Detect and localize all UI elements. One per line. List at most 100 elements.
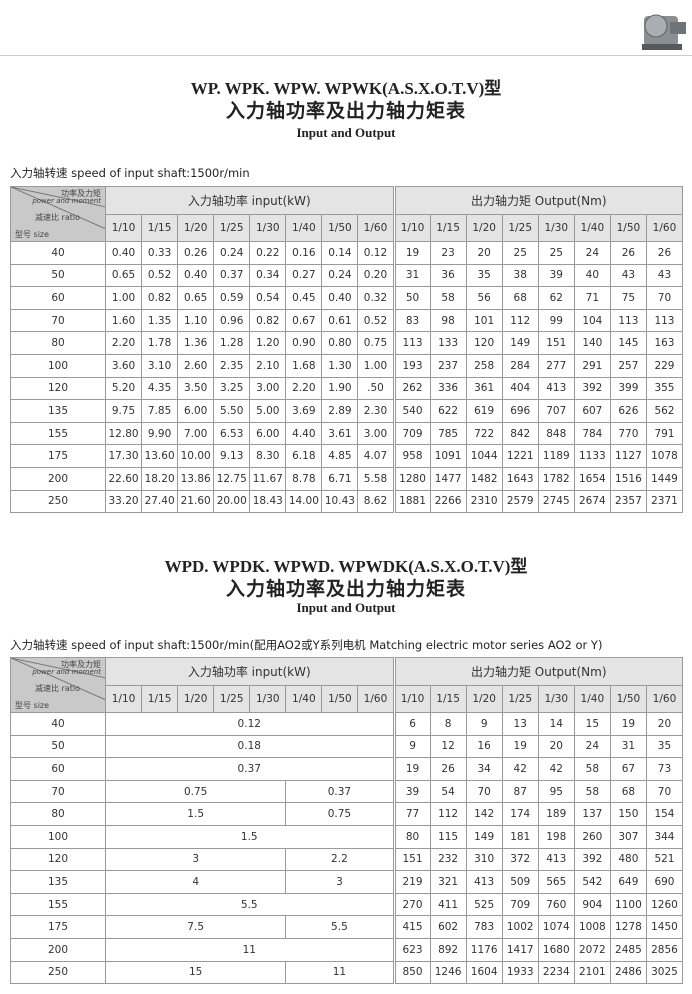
ratio-header: 1/10 (104, 214, 143, 242)
caption: 入力轴转速 speed of input shaft:1500r/min(配用A… (10, 638, 603, 652)
input-cell: 2.60 (177, 353, 215, 378)
size-cell: 80 (10, 331, 106, 355)
input-cell: 10.00 (177, 444, 215, 468)
input-cell: 0.52 (141, 263, 179, 288)
input-cell: 0.80 (321, 331, 359, 355)
gearbox-icon (642, 14, 686, 50)
ratio-header: 1/20 (177, 685, 215, 713)
output-cell: 219 (392, 870, 431, 894)
input-cell: 0.67 (285, 308, 323, 333)
output-cell: 649 (609, 870, 647, 894)
input-cell: 3.10 (141, 353, 179, 378)
output-cell: 392 (573, 847, 611, 872)
input-cell: 0.18 (105, 734, 395, 759)
output-cell: 151 (392, 847, 431, 872)
ratio-header: 1/50 (609, 685, 647, 713)
output-cell: 696 (501, 399, 539, 423)
input-cell: 11 (285, 960, 395, 985)
output-cell: 23 (429, 241, 467, 265)
output-cell: 361 (465, 376, 503, 401)
output-cell: 35 (465, 263, 503, 288)
data-row: 135 4 3 219 321 413 509 565 542 649 690 (10, 870, 684, 894)
size-cell: 135 (10, 870, 106, 894)
output-cell: 2674 (573, 489, 611, 514)
output-cell: 1482 (465, 466, 503, 491)
input-cell: 5.5 (105, 892, 395, 917)
output-cell: 50 (392, 286, 431, 310)
output-cell: 336 (429, 376, 467, 401)
output-cell: 904 (573, 892, 611, 917)
output-cell: 19 (392, 757, 431, 781)
output-cell: 2856 (645, 937, 684, 962)
output-cell: 43 (609, 263, 647, 288)
ratio-header: 1/50 (609, 214, 647, 242)
output-cell: 1516 (609, 466, 647, 491)
output-cell: 31 (392, 263, 431, 288)
output-cell: 413 (465, 870, 503, 894)
input-cell: 0.14 (321, 241, 359, 265)
input-cell: 27.40 (141, 489, 179, 514)
input-cell: 0.65 (104, 263, 143, 288)
ratio-header: 1/60 (357, 685, 395, 713)
output-cell: 112 (501, 308, 539, 333)
data-row: 50 0.65 0.52 0.40 0.37 0.34 0.27 0.24 0.20 31 36 35… (10, 263, 684, 288)
output-cell: 2101 (573, 960, 611, 985)
output-cell: 24 (573, 734, 611, 759)
output-cell: 237 (429, 353, 467, 378)
input-cell: 0.37 (213, 263, 251, 288)
output-cell: 2357 (609, 489, 647, 514)
output-cell: 321 (429, 870, 467, 894)
input-cell: 6.18 (285, 444, 323, 468)
output-cell: 16 (465, 734, 503, 759)
group-header: 入力轴功率 input(kW) (105, 657, 395, 686)
output-cell: 2234 (537, 960, 575, 985)
size-cell: 250 (10, 489, 106, 514)
output-cell: 722 (465, 421, 503, 446)
input-cell: 0.59 (213, 286, 251, 310)
input-cell: 3.61 (321, 421, 359, 446)
output-cell: 104 (573, 308, 611, 333)
input-cell: 3.00 (249, 376, 287, 401)
output-cell: 1449 (645, 466, 684, 491)
corner-cell: 功率及力矩 power and moment 减速比 ratio 型号 size (10, 186, 106, 242)
output-cell: 1221 (501, 444, 539, 468)
input-cell: 7.85 (141, 399, 179, 423)
ratio-header: 1/30 (537, 214, 575, 242)
output-cell: 149 (465, 824, 503, 849)
input-cell: 1.36 (177, 331, 215, 355)
output-cell: 525 (465, 892, 503, 917)
input-cell: 0.20 (357, 263, 395, 288)
output-cell: 404 (501, 376, 539, 401)
output-cell: 1091 (429, 444, 467, 468)
input-cell: 2.20 (104, 331, 143, 355)
input-cell: 6.71 (321, 466, 359, 491)
data-row: 135 9.75 7.85 6.00 5.50 5.00 3.69 2.89 2.30 540 62… (10, 399, 684, 423)
corner-label: 型号 size (15, 701, 50, 710)
size-cell: 50 (10, 734, 106, 759)
data-row: 50 0.18 9 12 16 19 20 24 31 35 (10, 734, 684, 759)
output-cell: 154 (645, 802, 684, 826)
input-cell: 0.40 (177, 263, 215, 288)
size-cell: 200 (10, 937, 106, 962)
ratio-header: 1/25 (213, 685, 251, 713)
input-cell: 0.26 (177, 241, 215, 265)
corner-label: 功率及力矩 (61, 660, 101, 669)
output-cell: 198 (537, 824, 575, 849)
output-cell: 95 (537, 779, 575, 804)
corner-label: 减速比 ratio (35, 684, 80, 693)
output-cell: 602 (429, 915, 467, 939)
output-cell: 622 (429, 399, 467, 423)
output-cell: 1044 (465, 444, 503, 468)
input-cell: 0.82 (141, 286, 179, 310)
output-cell: 39 (392, 779, 431, 804)
ratio-header: 1/40 (285, 214, 323, 242)
output-cell: 193 (392, 353, 431, 378)
data-row: 155 5.5 270 411 525 709 760 904 1100 1260 (10, 892, 684, 917)
ratio-header: 1/10 (104, 685, 143, 713)
output-cell: 2579 (501, 489, 539, 514)
data-row: 120 3 2.2 151 232 310 372 413 392 480 521 (10, 847, 684, 872)
size-cell: 155 (10, 421, 106, 446)
output-cell: 3025 (645, 960, 684, 985)
input-cell: 4.40 (285, 421, 323, 446)
data-row: 100 1.5 80 115 149 181 198 260 307 344 (10, 824, 684, 849)
